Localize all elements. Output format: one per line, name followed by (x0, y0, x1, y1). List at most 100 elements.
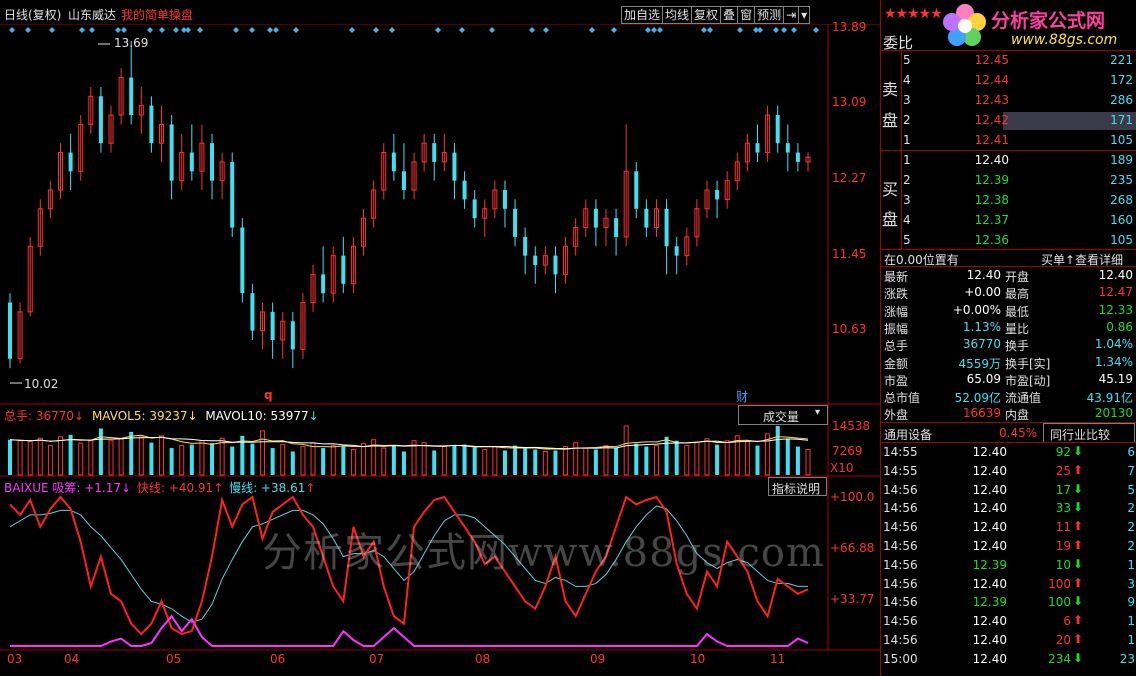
tick-time: 14:56 (883, 557, 918, 572)
signal-diamond (611, 27, 617, 33)
buy-level: 4 12.37 160 (881, 211, 1134, 230)
buy-label: 买 (882, 180, 899, 199)
candle-up (199, 142, 205, 172)
candle-up (310, 273, 316, 304)
volume-bar (108, 440, 114, 476)
volume-bar (472, 447, 477, 475)
volume: 105 (1110, 133, 1133, 147)
candle-up (179, 152, 185, 182)
volume-dropdown[interactable]: 成交量 ▾ (738, 405, 828, 425)
price: 12.40 (974, 153, 1009, 167)
chevron-down-icon: ▾ (815, 407, 821, 418)
volume-bar (199, 440, 205, 476)
quote-value: 12.40 (1098, 268, 1133, 282)
volume-bar (350, 449, 356, 476)
candle-up (724, 180, 730, 200)
tick-time: 14:56 (883, 614, 918, 629)
indicator-help-label: 指标说明 (772, 482, 821, 496)
quote-row: 最新 12.40 开盘 12.40 (881, 266, 1134, 285)
flower-logo-icon (943, 4, 986, 46)
marker-q[interactable]: q (264, 388, 273, 402)
candle-down (341, 255, 346, 284)
quote-label: 涨跌 (884, 287, 909, 302)
candle-down (149, 105, 154, 144)
quote-label: 内盘 (1005, 408, 1030, 423)
tick-time: 14:55 (883, 463, 918, 478)
adjust-button[interactable]: 复权 (691, 6, 722, 24)
tick-time: 14:56 (883, 520, 918, 535)
formula-name[interactable]: 我的简单操盘 (121, 8, 194, 22)
candle-up (260, 311, 266, 332)
price: 12.37 (974, 213, 1009, 227)
price-chart[interactable] (0, 24, 880, 664)
add-watchlist-button[interactable]: 加自选 (621, 6, 664, 24)
fast-line (9, 495, 809, 636)
tick-time: 14:56 (883, 501, 918, 516)
volume-bar (17, 440, 23, 476)
period-label[interactable]: 日线(复权) (4, 8, 62, 22)
signal-diamond (49, 27, 55, 33)
tick-volume: 10 (1055, 557, 1071, 572)
signal-diamond (529, 27, 535, 33)
quote-row: 涨跌 +0.00 最高 12.47 (881, 283, 1134, 302)
candle-up (542, 255, 548, 266)
level: 4 (903, 213, 911, 227)
candle-up (350, 245, 356, 285)
x-tick: 05 (166, 652, 182, 666)
volume-bar (280, 444, 286, 476)
candle-up (694, 208, 700, 238)
logo: ★★★★★ 分析家公式网 www.88gs.com (881, 0, 1136, 52)
window-button[interactable]: 窗 (737, 6, 756, 24)
tick-time: 14:56 (883, 595, 918, 610)
indicator-help-button[interactable]: 指标说明 (768, 477, 827, 496)
volume-bar (159, 435, 165, 476)
arrow-down-icon: ⬇ (1073, 556, 1084, 571)
chevron-down-icon[interactable]: ▾ (798, 6, 811, 24)
candle-up (371, 189, 377, 219)
quote-label: 换手 (1005, 339, 1030, 354)
volume: 105 (1110, 233, 1133, 247)
x-tick: 03 (7, 652, 23, 666)
sell-label: 卖 (882, 80, 899, 99)
buy-level: 5 12.36 105 (881, 231, 1134, 250)
tick-price: 12.40 (972, 501, 1007, 516)
candle-up (27, 245, 33, 313)
forecast-button[interactable]: 预测 (754, 6, 785, 24)
volume: 235 (1110, 173, 1133, 187)
signal-diamond (753, 27, 759, 33)
volume-bar (260, 430, 266, 476)
candle-up (563, 245, 569, 275)
arrow-up-icon: ⬆ (1073, 613, 1084, 628)
buy-detail-link[interactable]: 买单↑查看详细 (1041, 253, 1124, 267)
volume: 172 (1110, 73, 1133, 87)
arrow-up-icon: ⬆ (1073, 519, 1084, 534)
volume-bar (542, 450, 548, 476)
tick-price: 12.40 (972, 614, 1007, 629)
industry-compare-button[interactable]: 同行业比较 (1043, 423, 1135, 443)
candle-up (88, 95, 94, 125)
marker-finance[interactable]: 财 (736, 390, 749, 404)
quote-label: 外盘 (884, 408, 909, 423)
chart-header: 日线(复权) 山东威达 我的简单操盘 加自选 均线 复权叠窗预测 ⇥ ▾ (0, 0, 830, 24)
quote-value: 45.19 (1098, 371, 1133, 386)
volume-bar (300, 446, 306, 476)
exit-icon[interactable]: ⇥ (783, 6, 800, 24)
candle-down (452, 152, 457, 181)
ma-button[interactable]: 均线 (662, 6, 693, 24)
price: 12.45 (974, 53, 1009, 67)
tick-row: 14:56 12.40 17 5 ⬇ (881, 481, 1135, 500)
price-tick: 13.09 (832, 95, 867, 109)
candle-down (230, 161, 235, 228)
tick-volume: 100 (1048, 576, 1071, 591)
mavol10: MAVOL10: 53977 (205, 409, 309, 423)
volume-bar (573, 442, 579, 476)
arrow-down-icon: ⬇ (1073, 444, 1084, 458)
overlay-button[interactable]: 叠 (720, 6, 739, 24)
sector-name[interactable]: 通用设备 (884, 428, 933, 442)
quote-row: 总市值 52.09亿 流通值 43.91亿 (881, 387, 1134, 406)
rating-stars: ★★★★★ (884, 6, 943, 22)
volume-bar (502, 450, 507, 475)
volume-bar (744, 441, 750, 476)
signal-diamond (349, 27, 355, 33)
x-tick: 10 (690, 652, 706, 666)
